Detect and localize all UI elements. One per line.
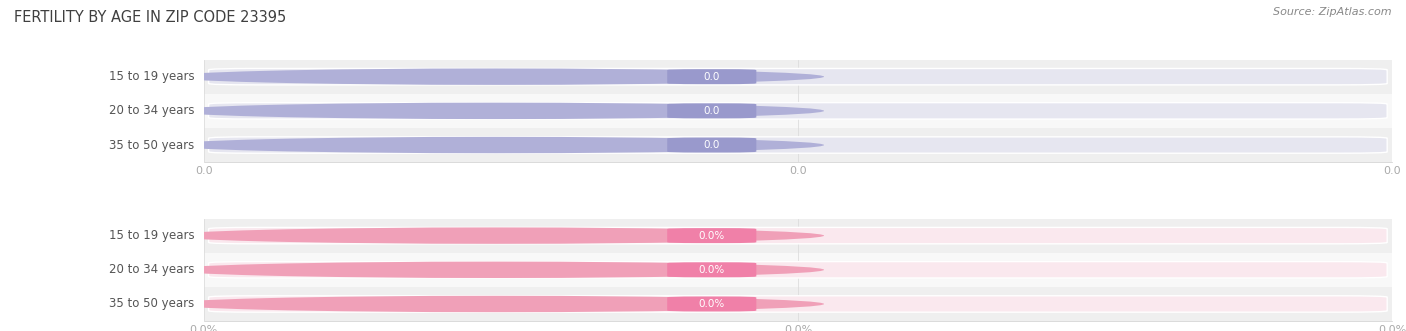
Ellipse shape: [169, 69, 824, 85]
Text: 0.0%: 0.0%: [699, 299, 725, 309]
FancyBboxPatch shape: [208, 103, 1388, 119]
FancyBboxPatch shape: [668, 228, 756, 243]
Bar: [204, 287, 1392, 321]
Text: FERTILITY BY AGE IN ZIP CODE 23395: FERTILITY BY AGE IN ZIP CODE 23395: [14, 10, 287, 25]
Bar: [204, 218, 1392, 253]
FancyBboxPatch shape: [668, 262, 756, 277]
Text: 35 to 50 years: 35 to 50 years: [110, 139, 194, 152]
FancyBboxPatch shape: [208, 296, 1388, 312]
FancyBboxPatch shape: [208, 69, 1388, 85]
Ellipse shape: [169, 296, 824, 312]
Text: 20 to 34 years: 20 to 34 years: [108, 104, 194, 118]
Ellipse shape: [169, 103, 824, 119]
Text: 20 to 34 years: 20 to 34 years: [108, 263, 194, 276]
Text: 15 to 19 years: 15 to 19 years: [108, 70, 194, 83]
FancyBboxPatch shape: [668, 103, 756, 118]
Text: 0.0: 0.0: [703, 72, 720, 82]
Text: 0.0: 0.0: [703, 106, 720, 116]
Ellipse shape: [169, 137, 824, 153]
Text: 0.0%: 0.0%: [699, 231, 725, 241]
Bar: [204, 60, 1392, 94]
FancyBboxPatch shape: [208, 137, 1388, 153]
Bar: [204, 253, 1392, 287]
FancyBboxPatch shape: [208, 261, 1388, 278]
Ellipse shape: [169, 227, 824, 244]
Bar: [204, 94, 1392, 128]
Ellipse shape: [169, 261, 824, 278]
FancyBboxPatch shape: [668, 138, 756, 153]
Text: 0.0%: 0.0%: [699, 265, 725, 275]
Bar: [204, 128, 1392, 162]
Text: 35 to 50 years: 35 to 50 years: [110, 298, 194, 310]
Text: Source: ZipAtlas.com: Source: ZipAtlas.com: [1274, 7, 1392, 17]
Text: 0.0: 0.0: [703, 140, 720, 150]
Text: 15 to 19 years: 15 to 19 years: [108, 229, 194, 242]
FancyBboxPatch shape: [208, 227, 1388, 244]
FancyBboxPatch shape: [668, 69, 756, 84]
FancyBboxPatch shape: [668, 297, 756, 311]
